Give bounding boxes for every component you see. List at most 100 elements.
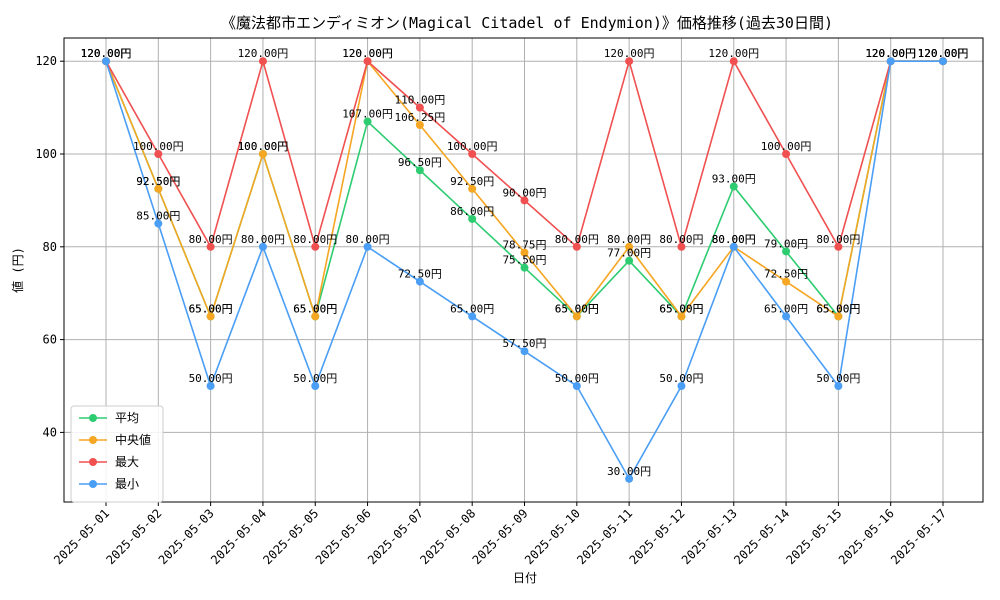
y-tick-label: 100	[35, 147, 57, 161]
legend-box	[70, 405, 164, 503]
data-label: 30.00円	[607, 465, 651, 478]
legend-label: 中央値	[115, 432, 151, 447]
chart-title: 《魔法都市エンディミオン(Magical Citadel of Endymion…	[221, 14, 833, 32]
data-point	[729, 242, 738, 251]
data-point	[154, 150, 163, 158]
data-point	[677, 312, 686, 321]
data-point	[102, 57, 110, 66]
data-point	[834, 312, 843, 321]
data-label: 57.50円	[502, 337, 546, 350]
data-point	[468, 184, 477, 193]
y-tick-label: 40	[43, 425, 57, 439]
data-label: 50.00円	[555, 372, 599, 385]
data-label: 85.00円	[136, 210, 180, 223]
data-point	[886, 57, 895, 66]
data-label: 92.50円	[136, 175, 180, 188]
data-point	[834, 242, 843, 251]
data-label: 72.50円	[398, 268, 442, 281]
data-label: 100.00円	[238, 140, 289, 153]
legend-label: 最大	[115, 455, 139, 469]
data-label: 50.00円	[293, 372, 337, 385]
data-point	[625, 256, 634, 265]
data-label: 65.00円	[816, 302, 860, 315]
data-label: 65.00円	[555, 302, 599, 315]
data-label: 92.50円	[450, 175, 494, 188]
data-point	[415, 277, 424, 286]
series-group	[102, 57, 947, 483]
data-point	[677, 382, 686, 390]
data-label: 92.50円	[136, 175, 180, 188]
data-label: 120.00円	[604, 47, 655, 60]
data-label: 65.00円	[189, 302, 233, 315]
data-label: 80.00円	[241, 233, 285, 246]
data-point	[206, 382, 215, 390]
data-point	[363, 57, 372, 66]
data-point	[520, 263, 529, 272]
data-point	[782, 150, 791, 158]
data-point	[154, 219, 163, 228]
data-label: 90.00円	[502, 186, 546, 199]
data-label: 80.00円	[659, 233, 703, 246]
data-point	[782, 312, 791, 321]
data-label: 65.00円	[293, 302, 337, 315]
data-label: 65.00円	[659, 302, 703, 315]
data-label: 75.50円	[502, 254, 546, 267]
data-label: 80.00円	[712, 233, 756, 246]
data-point	[311, 382, 320, 390]
data-label: 65.00円	[764, 302, 808, 315]
data-point	[782, 277, 791, 286]
data-point	[625, 242, 634, 251]
data-point	[258, 150, 267, 158]
data-label: 72.50円	[764, 268, 808, 281]
data-label: 80.00円	[189, 233, 233, 246]
data-label: 50.00円	[189, 372, 233, 385]
legend-marker	[89, 458, 97, 466]
data-point	[520, 196, 529, 205]
data-point	[520, 248, 529, 257]
data-label: 80.00円	[607, 233, 651, 246]
data-label: 50.00円	[816, 372, 860, 385]
data-label: 120.00円	[81, 47, 132, 60]
data-label: 120.00円	[918, 47, 969, 60]
data-label: 77.00円	[607, 247, 651, 260]
x-axis-label: 日付	[513, 571, 537, 585]
data-label: 78.75円	[502, 239, 546, 252]
data-point	[677, 242, 686, 251]
legend-label: 平均	[115, 411, 139, 425]
data-label: 65.00円	[816, 302, 860, 315]
data-point	[625, 474, 634, 483]
x-axis: 2025-05-012025-05-022025-05-032025-05-04…	[51, 502, 949, 567]
legend-marker	[89, 480, 97, 488]
data-point	[415, 121, 424, 129]
data-label: 120.00円	[81, 47, 132, 60]
data-label: 80.00円	[555, 233, 599, 246]
data-label: 120.00円	[865, 47, 916, 60]
data-label: 120.00円	[238, 47, 289, 60]
data-point	[154, 184, 163, 193]
data-point	[468, 150, 477, 158]
data-point	[415, 166, 424, 175]
data-label: 80.00円	[816, 233, 860, 246]
legend-marker	[89, 436, 97, 444]
data-label: 100.00円	[238, 140, 289, 153]
data-label: 120.00円	[918, 47, 969, 60]
data-label: 65.00円	[659, 302, 703, 315]
data-label: 65.00円	[450, 302, 494, 315]
data-label: 86.00円	[450, 205, 494, 218]
data-label: 100.00円	[447, 140, 498, 153]
data-label: 106.25円	[395, 111, 446, 124]
data-label: 80.00円	[293, 233, 337, 246]
data-label: 120.00円	[865, 47, 916, 60]
data-label: 100.00円	[133, 140, 184, 153]
data-label: 80.00円	[346, 233, 390, 246]
data-point	[311, 242, 320, 251]
data-label: 100.00円	[761, 140, 812, 153]
y-tick-label: 80	[43, 240, 57, 254]
data-point	[415, 103, 424, 112]
data-point	[206, 312, 215, 321]
data-label: 120.00円	[342, 47, 393, 60]
data-point	[520, 347, 529, 356]
data-point	[468, 214, 477, 223]
data-label: 120.00円	[342, 47, 393, 60]
